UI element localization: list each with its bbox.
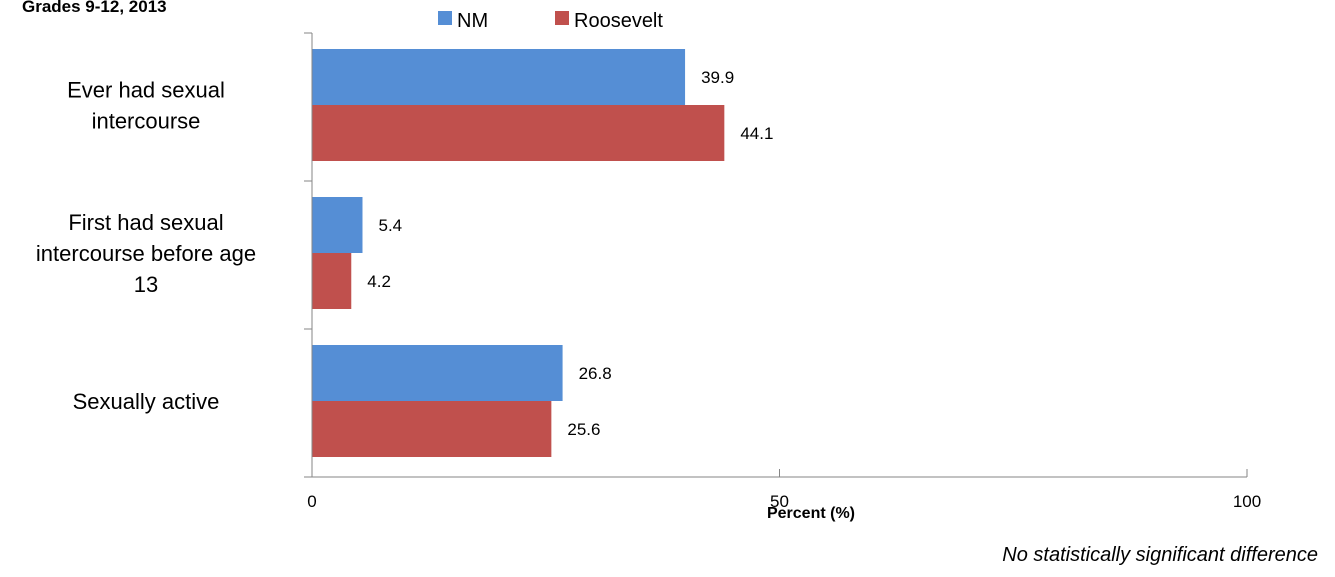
- bar-roosevelt-1: [312, 253, 352, 309]
- x-tick-label-1: 50: [770, 492, 789, 511]
- data-label-roosevelt-1: 4.2: [367, 272, 391, 291]
- legend-swatch-nm: [438, 11, 452, 25]
- axes: 0 50 100: [304, 32, 1261, 511]
- category-labels: Ever had sexual intercourse First had sexu…: [36, 78, 256, 415]
- bar-nm-2: [312, 345, 563, 401]
- bar-nm-0: [312, 49, 686, 105]
- data-label-roosevelt-0: 44.1: [740, 124, 773, 143]
- bar-roosevelt-2: [312, 401, 552, 457]
- x-tick-label-2: 100: [1233, 492, 1261, 511]
- category-label-2: Sexually active: [73, 389, 220, 414]
- bar-nm-1: [312, 197, 363, 253]
- legend-label-roosevelt: Roosevelt: [574, 10, 663, 32]
- legend-label-nm: NM: [457, 10, 488, 32]
- category-label-1: First had sexual intercourse before age 13: [36, 210, 256, 297]
- x-axis-title: Percent (%): [767, 505, 855, 522]
- data-label-nm-2: 26.8: [579, 364, 612, 383]
- category-label-0: Ever had sexual intercourse: [67, 78, 225, 134]
- data-label-nm-0: 39.9: [701, 68, 734, 87]
- legend: NM Roosevelt: [438, 10, 663, 32]
- legend-swatch-roosevelt: [555, 11, 569, 25]
- x-tick-label-0: 0: [307, 492, 316, 511]
- data-label-nm-1: 5.4: [378, 216, 402, 235]
- bars-group: 39.9 44.1 5.4 4.2 26.8 25.6: [312, 49, 773, 457]
- significance-note: No statistically significant difference: [1002, 544, 1318, 566]
- chart-subtitle: Grades 9-12, 2013: [22, 0, 167, 16]
- bar-roosevelt-0: [312, 105, 725, 161]
- data-label-roosevelt-2: 25.6: [567, 420, 600, 439]
